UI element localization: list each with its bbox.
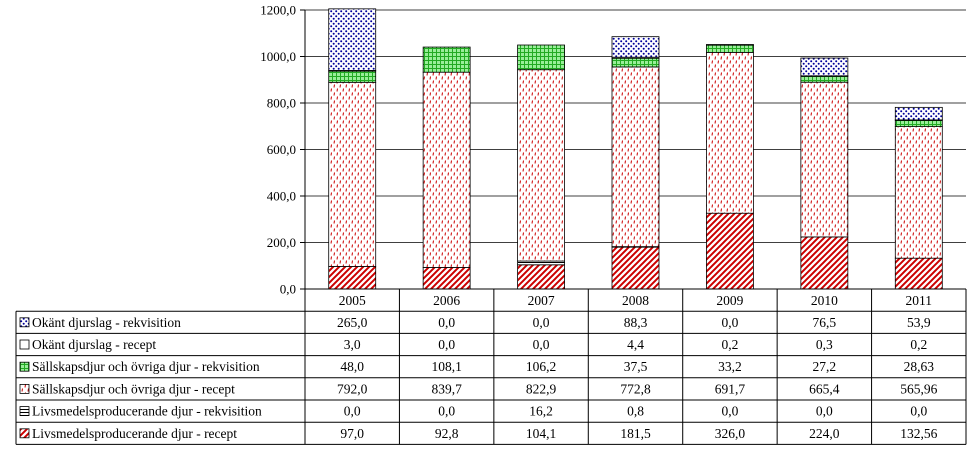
data-label: 691,7 [715,381,746,396]
y-tick-label: 1200,0 [260,3,296,18]
legend-swatch [19,428,30,439]
bar-segment [517,44,565,71]
x-tick-label: 2011 [906,293,933,308]
bar-segment [422,46,471,73]
x-tick-label: 2007 [528,293,555,308]
data-label: 53,9 [907,315,931,330]
data-label: 3,0 [344,337,361,352]
legend-swatch [19,317,30,328]
bar-segment [611,57,660,68]
data-label: 108,1 [431,359,461,374]
data-label: 0,0 [816,404,833,419]
data-label: 33,2 [718,359,742,374]
data-label: 0,0 [438,315,455,330]
bar-segment [894,106,943,121]
data-label: 0,0 [344,404,361,419]
bar-segment [894,126,943,259]
data-label: 0,0 [438,337,455,352]
data-label: 0,2 [910,337,927,352]
bar-segment [422,71,471,268]
legend-label: Sällskapsdjur och övriga djur - rekvisit… [32,359,260,374]
x-tick-label: 2009 [716,293,743,308]
bar-segment [800,236,849,290]
bar-segment [517,69,565,262]
data-label: 0,0 [721,315,738,330]
bar-segment [517,264,565,290]
bar-segment [422,267,471,290]
legend-label: Sällskapsdjur och övriga djur - recept [32,381,235,396]
data-label: 0,8 [627,404,644,419]
data-label: 0,0 [438,404,455,419]
bar-segment [800,57,849,77]
legend-swatch [19,361,30,372]
data-label: 0,0 [721,404,738,419]
data-label: 28,63 [904,359,935,374]
data-label: 0,2 [721,337,738,352]
data-label: 772,8 [620,381,651,396]
data-label: 48,0 [340,359,364,374]
legend-label: Okänt djurslag - recept [32,337,156,352]
data-label: 0,0 [533,315,550,330]
x-tick-label: 2006 [433,293,460,308]
data-label: 16,2 [529,404,553,419]
data-label: 92,8 [435,426,459,441]
y-tick-label: 800,0 [267,96,296,111]
bar-segment [611,246,660,290]
bar-segment [706,44,754,46]
bar-segment [706,212,754,290]
y-tick-label: 0,0 [280,282,296,297]
y-tick-label: 400,0 [267,189,296,204]
legend-label: Livsmedelsproducerande djur - rekvisitio… [32,404,262,419]
data-label: 839,7 [431,381,462,396]
data-label: 76,5 [813,315,837,330]
legend-swatch [19,406,30,417]
bar-segment [894,119,943,127]
bar-segment [706,51,754,214]
x-tick-label: 2008 [622,293,649,308]
data-label: 4,4 [627,337,644,352]
data-label: 665,4 [809,381,840,396]
bar-segment [800,81,849,238]
y-tick-label: 600,0 [267,142,296,157]
data-label: 181,5 [620,426,651,441]
data-label: 88,3 [624,315,648,330]
bar-segment [328,81,377,267]
bar-segment [328,70,377,83]
data-label: 224,0 [809,426,840,441]
data-label: 265,0 [337,315,368,330]
legend-swatch [19,339,30,350]
legend-label: Okänt djurslag - rekvisition [32,315,181,330]
data-label: 104,1 [526,426,556,441]
data-label: 326,0 [715,426,746,441]
bar-segment [517,260,565,266]
y-tick-label: 1000,0 [260,49,296,64]
data-label: 27,2 [813,359,837,374]
data-label: 132,56 [900,426,937,441]
data-label: 822,9 [526,381,557,396]
bar-segment [611,36,660,58]
legend-swatch [19,383,30,394]
data-label: 106,2 [526,359,556,374]
data-label: 0,0 [910,404,927,419]
data-label: 37,5 [624,359,648,374]
data-label: 0,3 [816,337,833,352]
data-label: 792,0 [337,381,368,396]
bar-segment [328,266,377,290]
x-tick-label: 2010 [811,293,838,308]
bar-segment [706,44,754,53]
x-tick-label: 2005 [339,293,366,308]
bar-segment [611,66,660,248]
bar-segment [800,75,849,83]
data-label: 97,0 [340,426,364,441]
bar-segment [894,257,943,290]
bar-segment [328,8,377,71]
data-label: 565,96 [900,381,937,396]
legend-label: Livsmedelsproducerande djur - recept [32,426,237,441]
y-tick-label: 200,0 [267,235,296,250]
data-label: 0,0 [533,337,550,352]
